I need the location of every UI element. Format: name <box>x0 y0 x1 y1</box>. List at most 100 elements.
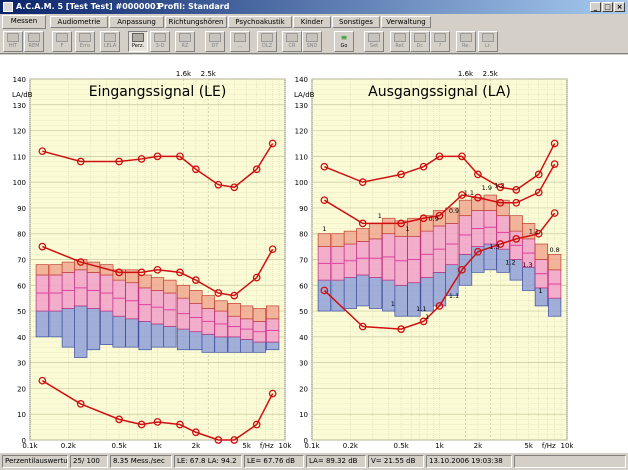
band-p0-p30 <box>266 341 280 351</box>
x-tick-label: 0.2k <box>61 442 77 450</box>
toolbar-icon <box>368 33 380 42</box>
x-tick-label: 10k <box>279 442 293 450</box>
toolbar-button-label: Erro <box>79 43 91 49</box>
band-p65-p99 <box>176 284 191 299</box>
toolbar-icon <box>306 33 318 42</box>
x-axis-unit: f/Hz <box>260 442 274 450</box>
band-p0-p30 <box>252 341 267 353</box>
series-point <box>38 242 47 251</box>
band-p0-p30 <box>368 277 383 309</box>
status-bar: Perzentilauswertung 25/ 100 8.35 Mess./s… <box>0 453 628 470</box>
y-tick-label: 140 <box>295 76 308 84</box>
toolbar-button-re[interactable]: Re. <box>456 31 476 52</box>
toolbar-button-snd[interactable]: SND <box>302 31 322 52</box>
y-tick-label: 40 <box>17 334 26 342</box>
series-point <box>358 322 367 331</box>
toolbar-button-f[interactable]: F <box>52 31 72 52</box>
toolbar-button-dt[interactable]: DT <box>205 31 225 52</box>
band-p65-p99 <box>445 207 459 224</box>
x-tick-label: 0.5k <box>394 442 410 450</box>
series-point <box>435 302 444 310</box>
series-line <box>42 245 274 297</box>
series-point <box>192 276 200 284</box>
title-bar: A.C.A.M. 5 [Test Test] #0000001 Profil: … <box>0 0 628 14</box>
tab-messen[interactable]: Messen <box>2 15 46 29</box>
toolbar-button-label: Ref. <box>395 43 405 49</box>
toolbar-button-[interactable]: ... <box>230 31 250 52</box>
toolbar-button-lr[interactable]: Lr. <box>478 31 498 52</box>
tab-psychoakustik[interactable]: Psychoakustik <box>228 16 292 28</box>
series-point <box>550 160 559 168</box>
series-point <box>320 162 329 171</box>
y-tick-label: 110 <box>13 153 26 161</box>
band-p0-p30 <box>432 272 447 307</box>
toolbar-icon <box>132 33 144 42</box>
toolbar-button-label: ? <box>438 43 442 49</box>
gain-annotation: 1.3 <box>522 261 532 269</box>
band-p0-p30 <box>138 321 152 351</box>
band-p65-p99 <box>138 274 152 289</box>
series-point <box>419 317 428 326</box>
toolbar-button-label: DLZ <box>261 43 273 49</box>
series-point <box>458 265 466 274</box>
series-point <box>512 235 521 243</box>
series-point <box>153 152 162 161</box>
toolbar-button-set[interactable]: Set <box>364 31 384 52</box>
band-p65-p99 <box>331 233 345 247</box>
tab-richtungshoeren[interactable]: Richtungshören <box>165 16 227 28</box>
toolbar-button-lela[interactable]: LELA <box>100 31 120 52</box>
y-axis-unit: LA/dB <box>294 91 315 99</box>
tab-kinder[interactable]: Kinder <box>293 16 331 28</box>
gain-annotation: 1.1 <box>529 228 539 236</box>
series-point <box>230 291 239 300</box>
series-point <box>358 219 367 228</box>
y-tick-label: 140 <box>13 76 26 84</box>
toolbar-button-perz[interactable]: Perz. <box>128 31 148 52</box>
toolbar-button-ref[interactable]: Ref. <box>390 31 410 52</box>
series-point <box>550 209 559 217</box>
gain-annotation: 0.9 <box>449 207 459 215</box>
close-button[interactable]: × <box>614 2 625 12</box>
tab-sonstiges[interactable]: Sonstiges <box>332 16 380 28</box>
tab-verwaltung[interactable]: Verwaltung <box>381 16 431 28</box>
toolbar-button-dr[interactable]: Dr. <box>410 31 430 52</box>
series-point <box>176 420 184 429</box>
y-tick-label: 120 <box>13 128 26 136</box>
toolbar-button-hit[interactable]: HIT <box>3 31 23 52</box>
toolbar-icon <box>286 33 298 42</box>
band-p0-p30 <box>356 274 370 307</box>
band-p0-p30 <box>227 336 241 353</box>
band-p0-p30 <box>125 318 139 348</box>
toolbar-button-cr[interactable]: CR <box>282 31 302 52</box>
toolbar-button-dlz[interactable]: DLZ <box>257 31 277 52</box>
x-tick-label: 1k <box>153 442 162 450</box>
tab-audiometrie[interactable]: Audiometrie <box>50 16 108 28</box>
tab-anpassung[interactable]: Anpassung <box>109 16 164 28</box>
series-point <box>534 170 543 179</box>
maximize-button[interactable]: □ <box>602 2 613 12</box>
minimize-button[interactable]: _ <box>590 2 601 12</box>
series-line <box>323 212 556 330</box>
band-p65-p99 <box>534 243 549 260</box>
y-tick-label: 20 <box>299 385 308 393</box>
toolbar-button-rz[interactable]: RZ <box>175 31 195 52</box>
toolbar-button-go[interactable]: ≡ Go <box>334 31 354 52</box>
toolbar-button-rem[interactable]: REM <box>24 31 44 52</box>
gain-annotation: 1.1 <box>464 189 474 197</box>
band-p65-p99 <box>317 233 331 247</box>
toolbar-button-[interactable]: ? <box>430 31 450 52</box>
toolbar-button-3d[interactable]: 3-D <box>150 31 170 52</box>
toolbar-button-label: DT <box>211 43 219 49</box>
band-p0-p30 <box>150 323 165 348</box>
toolbar-button-label: Dr. <box>416 43 424 49</box>
series-point <box>268 139 277 148</box>
y-tick-label: 90 <box>17 205 26 213</box>
x-tick-label: 10k <box>561 442 575 450</box>
series-point <box>192 165 200 174</box>
y-tick-label: 10 <box>299 411 308 419</box>
toolbar-button-erro[interactable]: Erro <box>75 31 95 52</box>
series-point <box>268 389 277 398</box>
status-rate: 8.35 Mess./sec <box>110 455 172 468</box>
series-point <box>458 191 466 199</box>
gain-annotation: 1 <box>322 225 326 233</box>
